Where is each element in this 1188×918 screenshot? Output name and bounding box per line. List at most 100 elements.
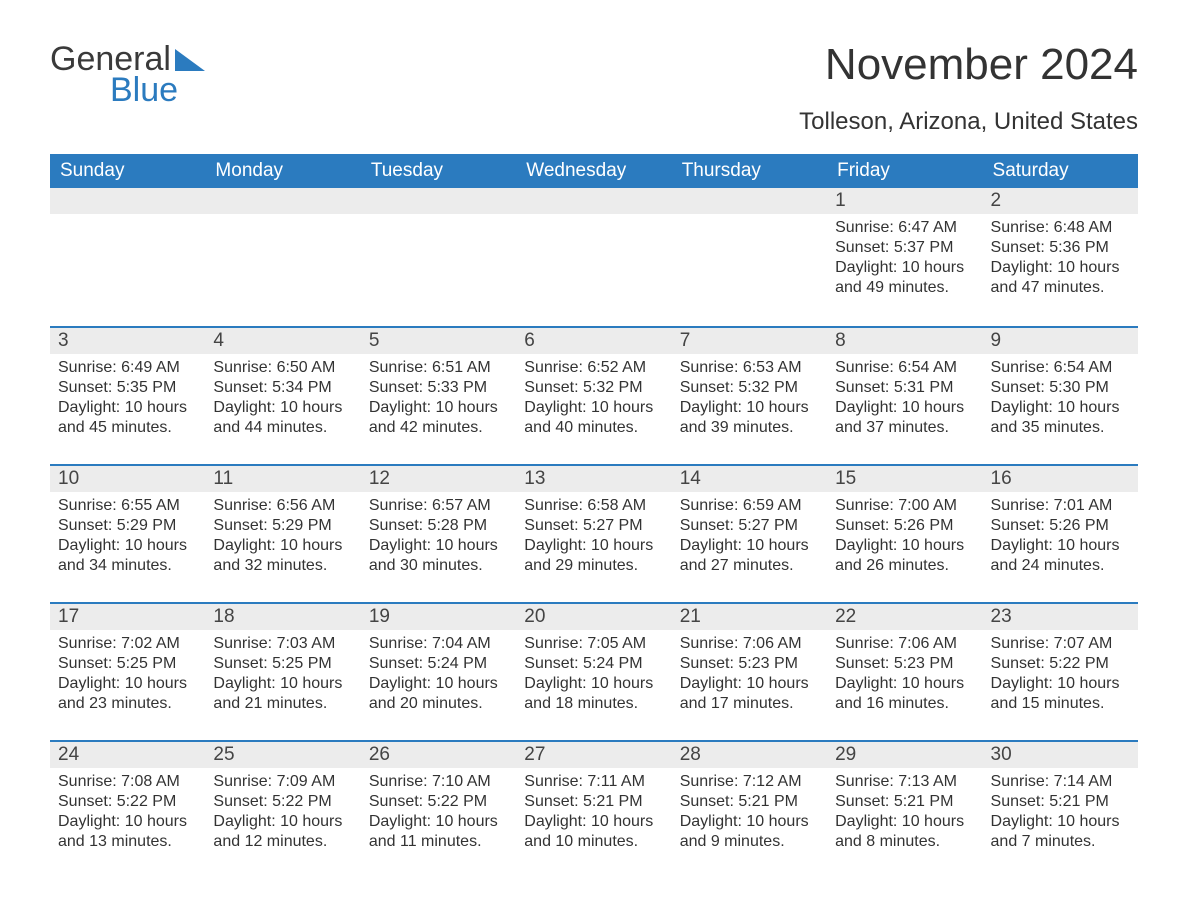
day-number: 13: [516, 464, 671, 492]
calendar-cell: [516, 188, 671, 326]
calendar-cell: 4Sunrise: 6:50 AMSunset: 5:34 PMDaylight…: [205, 326, 360, 464]
calendar-cell: 29Sunrise: 7:13 AMSunset: 5:21 PMDayligh…: [827, 740, 982, 878]
sunrise-line: Sunrise: 6:58 AM: [524, 496, 663, 516]
calendar-cell: 19Sunrise: 7:04 AMSunset: 5:24 PMDayligh…: [361, 602, 516, 740]
daylight-line: Daylight: 10 hours and 20 minutes.: [369, 674, 508, 714]
sunset-line: Sunset: 5:23 PM: [680, 654, 819, 674]
sunset-line: Sunset: 5:22 PM: [213, 792, 352, 812]
day-number: 20: [516, 602, 671, 630]
daylight-line: Daylight: 10 hours and 12 minutes.: [213, 812, 352, 852]
day-details: Sunrise: 6:49 AMSunset: 5:35 PMDaylight:…: [50, 354, 205, 448]
sunrise-line: Sunrise: 6:50 AM: [213, 358, 352, 378]
calendar-cell: [205, 188, 360, 326]
calendar-cell: 2Sunrise: 6:48 AMSunset: 5:36 PMDaylight…: [983, 188, 1138, 326]
calendar-cell: 24Sunrise: 7:08 AMSunset: 5:22 PMDayligh…: [50, 740, 205, 878]
calendar-cell: 26Sunrise: 7:10 AMSunset: 5:22 PMDayligh…: [361, 740, 516, 878]
day-number: 18: [205, 602, 360, 630]
logo: General Blue: [50, 40, 205, 110]
sunrise-line: Sunrise: 6:47 AM: [835, 218, 974, 238]
day-number: 16: [983, 464, 1138, 492]
page-title: November 2024: [799, 40, 1138, 90]
day-number: 7: [672, 326, 827, 354]
daylight-line: Daylight: 10 hours and 42 minutes.: [369, 398, 508, 438]
calendar-cell: 13Sunrise: 6:58 AMSunset: 5:27 PMDayligh…: [516, 464, 671, 602]
sunrise-line: Sunrise: 7:11 AM: [524, 772, 663, 792]
sunset-line: Sunset: 5:35 PM: [58, 378, 197, 398]
sunrise-line: Sunrise: 7:01 AM: [991, 496, 1130, 516]
day-number: 2: [983, 188, 1138, 214]
calendar-week: 3Sunrise: 6:49 AMSunset: 5:35 PMDaylight…: [50, 326, 1138, 464]
calendar-cell: [361, 188, 516, 326]
day-number: 6: [516, 326, 671, 354]
sunrise-line: Sunrise: 7:14 AM: [991, 772, 1130, 792]
day-details: Sunrise: 7:14 AMSunset: 5:21 PMDaylight:…: [983, 768, 1138, 862]
sunrise-line: Sunrise: 6:59 AM: [680, 496, 819, 516]
sunset-line: Sunset: 5:29 PM: [58, 516, 197, 536]
sunset-line: Sunset: 5:26 PM: [835, 516, 974, 536]
calendar-cell: 10Sunrise: 6:55 AMSunset: 5:29 PMDayligh…: [50, 464, 205, 602]
daylight-line: Daylight: 10 hours and 40 minutes.: [524, 398, 663, 438]
day-number: 8: [827, 326, 982, 354]
sunset-line: Sunset: 5:23 PM: [835, 654, 974, 674]
day-number: [516, 188, 671, 214]
day-number: 21: [672, 602, 827, 630]
day-details: Sunrise: 6:48 AMSunset: 5:36 PMDaylight:…: [983, 214, 1138, 308]
calendar-week: 24Sunrise: 7:08 AMSunset: 5:22 PMDayligh…: [50, 740, 1138, 878]
day-number: 23: [983, 602, 1138, 630]
daylight-line: Daylight: 10 hours and 11 minutes.: [369, 812, 508, 852]
day-details: Sunrise: 6:58 AMSunset: 5:27 PMDaylight:…: [516, 492, 671, 586]
day-number: 28: [672, 740, 827, 768]
sunrise-line: Sunrise: 7:07 AM: [991, 634, 1130, 654]
calendar-cell: 6Sunrise: 6:52 AMSunset: 5:32 PMDaylight…: [516, 326, 671, 464]
sunset-line: Sunset: 5:21 PM: [680, 792, 819, 812]
day-number: 25: [205, 740, 360, 768]
day-number: 12: [361, 464, 516, 492]
sunrise-line: Sunrise: 7:10 AM: [369, 772, 508, 792]
calendar-week: 1Sunrise: 6:47 AMSunset: 5:37 PMDaylight…: [50, 188, 1138, 326]
calendar-cell: 5Sunrise: 6:51 AMSunset: 5:33 PMDaylight…: [361, 326, 516, 464]
header: General Blue November 2024 Tolleson, Ari…: [50, 40, 1138, 146]
day-details: Sunrise: 7:09 AMSunset: 5:22 PMDaylight:…: [205, 768, 360, 862]
day-number: 3: [50, 326, 205, 354]
daylight-line: Daylight: 10 hours and 23 minutes.: [58, 674, 197, 714]
sunset-line: Sunset: 5:22 PM: [58, 792, 197, 812]
weekday-header: Monday: [205, 154, 360, 188]
day-details: Sunrise: 6:57 AMSunset: 5:28 PMDaylight:…: [361, 492, 516, 586]
day-number: 27: [516, 740, 671, 768]
sunset-line: Sunset: 5:21 PM: [991, 792, 1130, 812]
daylight-line: Daylight: 10 hours and 18 minutes.: [524, 674, 663, 714]
sunset-line: Sunset: 5:25 PM: [58, 654, 197, 674]
logo-triangle-icon: [175, 49, 205, 71]
sunrise-line: Sunrise: 6:51 AM: [369, 358, 508, 378]
day-details: Sunrise: 7:13 AMSunset: 5:21 PMDaylight:…: [827, 768, 982, 862]
sunset-line: Sunset: 5:37 PM: [835, 238, 974, 258]
sunrise-line: Sunrise: 6:54 AM: [835, 358, 974, 378]
daylight-line: Daylight: 10 hours and 29 minutes.: [524, 536, 663, 576]
day-details: Sunrise: 6:59 AMSunset: 5:27 PMDaylight:…: [672, 492, 827, 586]
day-number: 15: [827, 464, 982, 492]
daylight-line: Daylight: 10 hours and 35 minutes.: [991, 398, 1130, 438]
calendar-cell: 18Sunrise: 7:03 AMSunset: 5:25 PMDayligh…: [205, 602, 360, 740]
sunset-line: Sunset: 5:22 PM: [991, 654, 1130, 674]
day-number: 1: [827, 188, 982, 214]
sunset-line: Sunset: 5:33 PM: [369, 378, 508, 398]
sunrise-line: Sunrise: 7:08 AM: [58, 772, 197, 792]
calendar-week: 10Sunrise: 6:55 AMSunset: 5:29 PMDayligh…: [50, 464, 1138, 602]
weekday-header: Tuesday: [361, 154, 516, 188]
calendar-cell: [672, 188, 827, 326]
sunrise-line: Sunrise: 7:06 AM: [680, 634, 819, 654]
daylight-line: Daylight: 10 hours and 7 minutes.: [991, 812, 1130, 852]
sunset-line: Sunset: 5:25 PM: [213, 654, 352, 674]
day-details: Sunrise: 7:08 AMSunset: 5:22 PMDaylight:…: [50, 768, 205, 862]
weekday-header: Saturday: [983, 154, 1138, 188]
sunset-line: Sunset: 5:24 PM: [524, 654, 663, 674]
sunrise-line: Sunrise: 7:09 AM: [213, 772, 352, 792]
day-number: [361, 188, 516, 214]
calendar-cell: 23Sunrise: 7:07 AMSunset: 5:22 PMDayligh…: [983, 602, 1138, 740]
location-subtitle: Tolleson, Arizona, United States: [799, 108, 1138, 136]
calendar-header-row: SundayMondayTuesdayWednesdayThursdayFrid…: [50, 154, 1138, 188]
day-number: 26: [361, 740, 516, 768]
calendar-body: 1 Sunrise: 6:47 AMSunset: 5:37 PM Daylight…: [50, 188, 1138, 878]
calendar-cell: 21Sunrise: 7:06 AMSunset: 5:23 PMDayligh…: [672, 602, 827, 740]
sunset-line: Sunset: 5:31 PM: [835, 378, 974, 398]
